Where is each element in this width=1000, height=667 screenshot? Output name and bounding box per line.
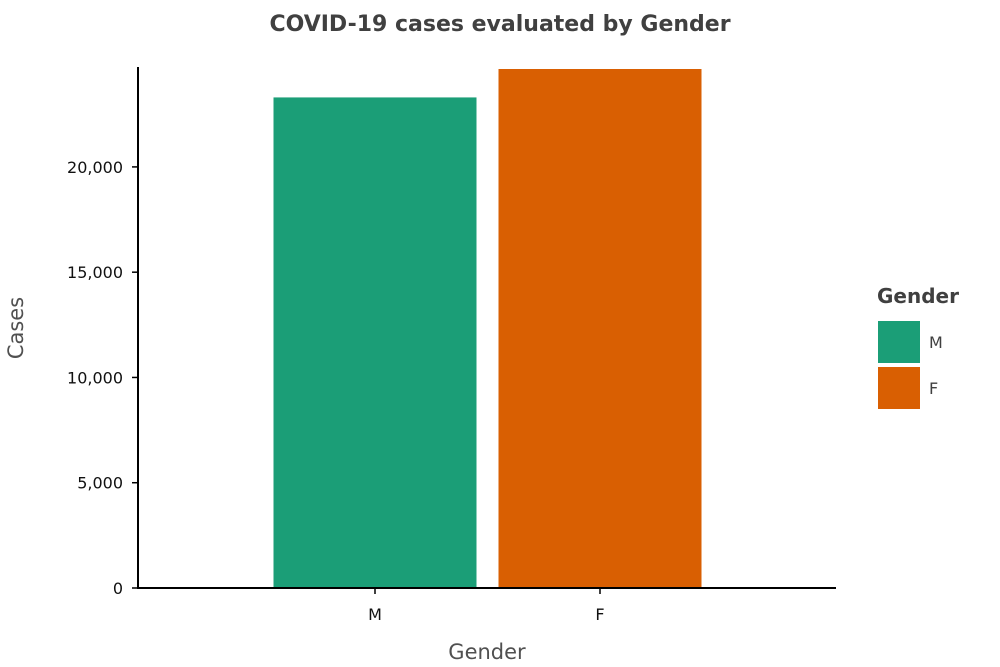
x-tick-label: F bbox=[595, 605, 604, 624]
bar-f bbox=[498, 69, 702, 588]
legend-label-m: M bbox=[929, 333, 943, 352]
legend-swatch-f bbox=[876, 365, 922, 411]
legend: Gender M F bbox=[876, 284, 959, 411]
legend-swatch-m bbox=[876, 319, 922, 365]
x-tick-label: M bbox=[368, 605, 382, 624]
chart-title: COVID-19 cases evaluated by Gender bbox=[269, 12, 730, 37]
y-tick-label: 0 bbox=[113, 579, 123, 598]
legend-label-f: F bbox=[929, 379, 938, 398]
y-axis-ticks: 0 5,000 10,000 15,000 20,000 bbox=[67, 158, 138, 598]
y-tick-label: 20,000 bbox=[67, 158, 123, 177]
y-axis-label: Cases bbox=[4, 297, 28, 359]
y-tick-label: 5,000 bbox=[77, 474, 123, 493]
bars-group bbox=[273, 69, 702, 588]
y-tick-label: 10,000 bbox=[67, 368, 123, 387]
legend-title: Gender bbox=[877, 284, 959, 308]
bar-m bbox=[273, 97, 477, 588]
y-tick-label: 15,000 bbox=[67, 263, 123, 282]
x-axis-label: Gender bbox=[448, 640, 526, 664]
